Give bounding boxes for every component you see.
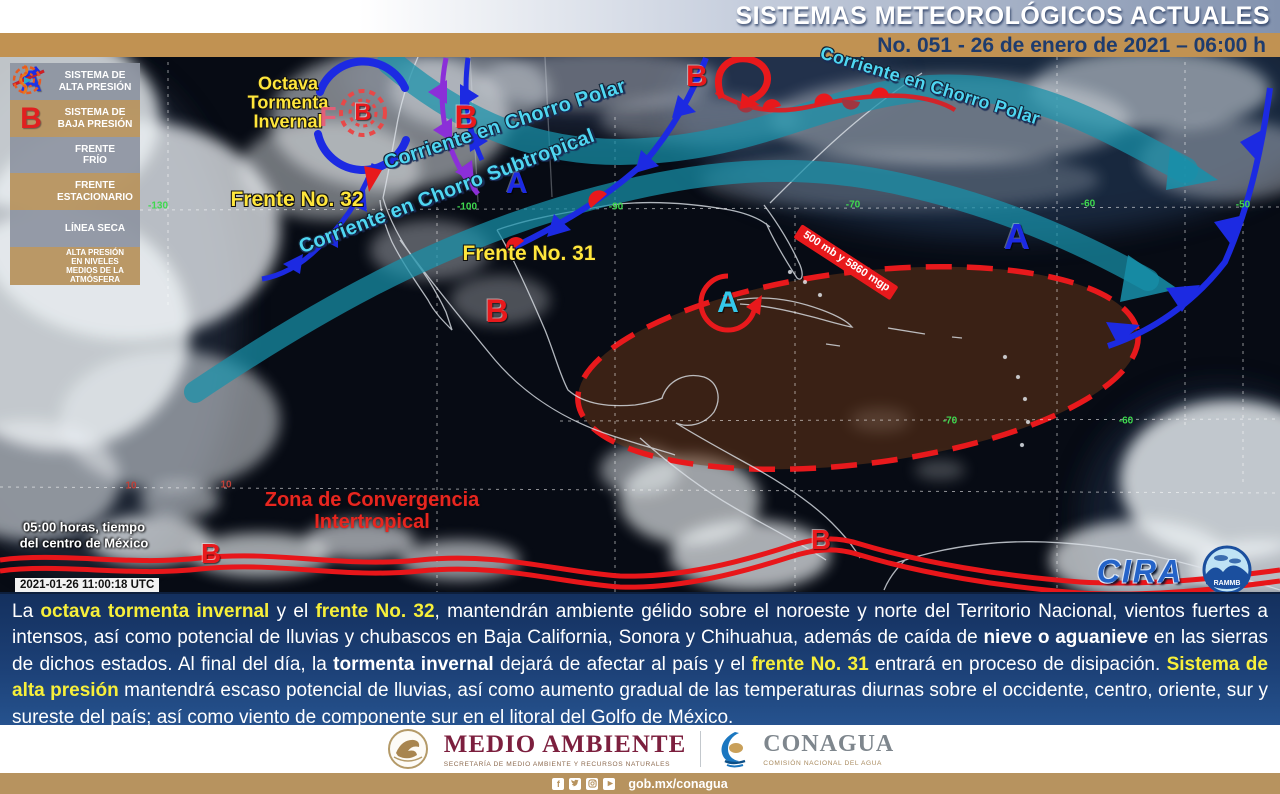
label-front-32: Frente No. 32: [230, 187, 364, 211]
legend-label: SISTEMA DE ALTA PRESIÓN: [58, 70, 132, 93]
dry-line-icon: [19, 64, 29, 95]
legend-row-cold-front: FRENTE FRÍO: [10, 66, 140, 173]
cold-front-secondary: [460, 57, 488, 162]
marker-high-mid-levels: A: [717, 286, 739, 319]
coord-label: -70: [845, 199, 861, 211]
semarnat-name: MEDIO AMBIENTE: [443, 730, 687, 758]
summary-segment: mantendrá escaso potencial de lluvias, a…: [12, 680, 1268, 728]
header-title-band: SISTEMAS METEOROLÓGICOS ACTUALES: [0, 0, 1280, 33]
summary-segment: frente No. 31: [751, 653, 869, 675]
marker-storm-low: B: [354, 99, 372, 126]
stationary-front-east: [714, 57, 957, 113]
coord-label: -130: [147, 200, 169, 212]
jet-stream-polar: [377, 57, 1218, 190]
summary-segment: frente No. 32: [315, 601, 435, 622]
label-itcz: Zona de Convergencia Intertropical: [264, 489, 480, 533]
header-date-band: No. 051 - 26 de enero de 2021 – 06:00 h: [0, 33, 1280, 57]
gobmx-link[interactable]: gob.mx/conagua: [628, 776, 728, 791]
satellite-basemap: [0, 57, 1280, 592]
rammb-logo: RAMMB: [1202, 545, 1252, 595]
summary-segment: nieve o aguanieve: [983, 627, 1149, 649]
summary-segment: octava tormenta invernal: [40, 601, 270, 622]
cold-front-32: [261, 163, 382, 282]
label-utc-timestamp: 2021-01-26 11:00:18 UTC: [15, 578, 160, 592]
youtube-icon[interactable]: [603, 777, 616, 790]
conagua-name: CONAGUA: [763, 731, 895, 757]
mid-level-high-icon: [12, 65, 42, 95]
summary-segment: dejará de afectar al país y el: [493, 653, 752, 675]
footer-divider: [700, 731, 702, 767]
summary-segment: y el: [269, 601, 316, 622]
low-pressure-letter-icon: B: [20, 101, 42, 135]
legend-row-low-pressure: B SISTEMA DE BAJA PRESIÓN: [10, 100, 140, 137]
marker-front-flag: F: [319, 101, 337, 132]
marker-low-north: B: [454, 99, 478, 135]
coord-label: 10: [125, 480, 137, 492]
cold-front-atlantic: [1106, 87, 1273, 349]
mid-level-high-symbol: [698, 273, 762, 333]
coord-label: 10: [220, 479, 232, 491]
social-bar: f gob.mx/conagua: [0, 773, 1280, 794]
coord-label: -90: [608, 201, 624, 213]
coord-label: -50: [1235, 199, 1251, 211]
legend-label: LÍNEA SECA: [64, 222, 126, 234]
label-front-31: Frente No. 31: [462, 241, 596, 265]
cira-logo: CIRA: [1096, 553, 1184, 590]
summary-segment: entrará en proceso de disipación.: [868, 653, 1167, 675]
legend-label: ALTA PRESIÓN EN NIVELES MEDIOS DE LA ATM…: [65, 247, 125, 285]
conagua-wordmark: CONAGUA COMISIÓN NACIONAL DEL AGUA: [763, 731, 894, 767]
trough-line: [428, 57, 480, 196]
bulletin-number-date: No. 051 - 26 de enero de 2021 – 06:00 h: [877, 34, 1266, 57]
instagram-icon[interactable]: [586, 777, 599, 790]
legend-row-stationary-front: FRENTE ESTACIONARIO: [10, 66, 140, 210]
jet-stream-subtropical: [184, 159, 1178, 403]
summary-segment: , mantendrán ambiente gélido sobre el no…: [12, 601, 1269, 649]
summary-segment: La: [12, 601, 41, 622]
legend-label: SISTEMA DE BAJA PRESIÓN: [57, 107, 133, 130]
coord-label: -100: [456, 201, 478, 213]
winter-storm-symbol: [314, 57, 410, 174]
marker-itcz-low-west: B: [200, 538, 222, 569]
page-title: SISTEMAS METEOROLÓGICOS ACTUALES: [735, 2, 1270, 30]
coord-label: -70: [942, 415, 958, 427]
legend-label: FRENTE FRÍO: [75, 143, 115, 167]
svg-text:RAMMB: RAMMB: [1214, 580, 1241, 587]
graticule: [0, 57, 1280, 592]
satellite-weather-map: A SISTEMA DE ALTA PRESIÓN B SISTEMA DE B…: [0, 43, 1280, 595]
conagua-logo-icon: [721, 732, 746, 768]
itcz-line: [0, 536, 1280, 592]
semarnat-seal-icon: [387, 729, 428, 769]
conagua-subtitle: COMISIÓN NACIONAL DEL AGUA: [763, 760, 883, 767]
footer-logos: MEDIO AMBIENTE SECRETARÍA DE MEDIO AMBIE…: [0, 725, 1280, 773]
coord-label: -60: [1080, 198, 1096, 210]
twitter-icon[interactable]: [569, 777, 582, 790]
semarnat-subtitle: SECRETARÍA DE MEDIO AMBIENTE Y RECURSOS …: [443, 760, 671, 768]
marker-high-atlantic: A: [1004, 216, 1030, 257]
summary-segment: tormenta invernal: [333, 653, 494, 675]
label-local-time: 05:00 horas, tiempo del centro de México: [19, 519, 149, 550]
facebook-icon[interactable]: f: [552, 777, 565, 790]
summary-segment: en las sierras de dichos estados. Al fin…: [12, 627, 1268, 675]
semarnat-wordmark: MEDIO AMBIENTE SECRETARÍA DE MEDIO AMBIE…: [444, 731, 687, 768]
map-legend: A SISTEMA DE ALTA PRESIÓN B SISTEMA DE B…: [10, 63, 140, 285]
coord-label: -60: [1118, 415, 1134, 427]
label-winter-storm: Octava Tormenta Invernal: [247, 73, 329, 132]
marker-low-gulf: B: [485, 293, 509, 329]
forecast-summary: La octava tormenta invernal y el frente …: [0, 592, 1280, 728]
marker-low-east: B: [686, 60, 708, 93]
legend-row-dry-line: LÍNEA SECA: [10, 64, 140, 247]
summary-segment: Sistema de alta presión: [12, 653, 1268, 702]
forecast-summary-text: La octava tormenta invernal y el frente …: [0, 594, 1280, 736]
legend-label: FRENTE ESTACIONARIO: [57, 180, 133, 203]
marker-high-texas: A: [506, 167, 528, 200]
legend-row-mid-level-high: ALTA PRESIÓN EN NIVELES MEDIOS DE LA ATM…: [10, 65, 140, 285]
cold-front-31: [506, 57, 709, 253]
marker-itcz-low-east: B: [810, 524, 832, 555]
